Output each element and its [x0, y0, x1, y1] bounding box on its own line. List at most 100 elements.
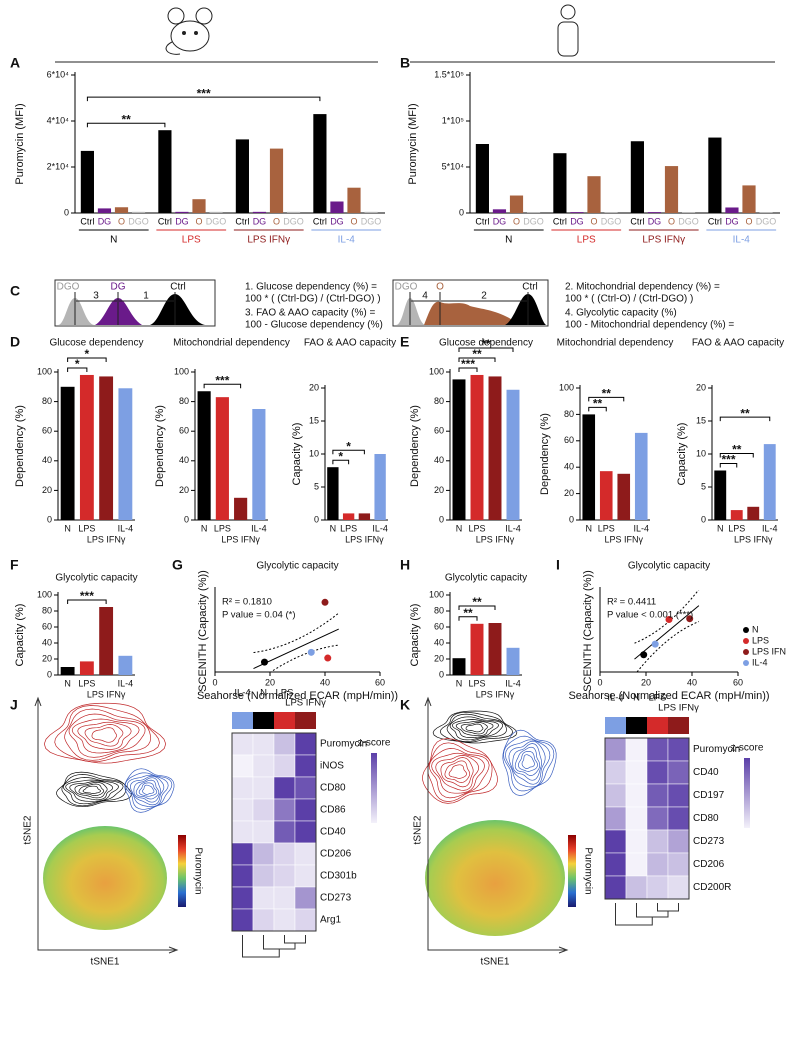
x-tick-label: LPS IFNγ: [476, 689, 515, 699]
y-axis-label: Capacity (%): [409, 604, 421, 667]
heatmap-cell: [604, 760, 627, 785]
bar: [599, 471, 613, 520]
bar: [506, 647, 520, 675]
bar: [617, 473, 631, 520]
x-tick-label: LPS IFNγ: [221, 534, 260, 544]
contour: [65, 779, 119, 802]
legend-marker: [743, 649, 749, 655]
bar-label: DG: [725, 216, 739, 226]
x-tick-label: LPS: [78, 678, 95, 688]
y-tick-label: 100: [174, 366, 189, 376]
contour: [439, 711, 513, 743]
contour: [91, 727, 117, 743]
bar-label: DG: [493, 216, 507, 226]
bar: [664, 166, 679, 213]
heatmap-cell: [252, 908, 275, 932]
bar-label: Ctrl: [235, 216, 249, 226]
annotation: R² = 0.4411: [607, 597, 656, 608]
row-label: CD206: [320, 849, 352, 860]
heatmap-cell: [294, 754, 317, 778]
y-tick-label: 80: [564, 409, 574, 419]
bar: [488, 623, 502, 675]
contour: [429, 748, 490, 799]
contour: [465, 723, 484, 733]
sig-label: *: [75, 357, 80, 371]
contour: [514, 746, 541, 776]
bar-label: DGO: [206, 216, 227, 226]
heatmap-cell: [273, 732, 296, 756]
heatmap-cell: [625, 806, 648, 831]
x-axis-label: Seahorse (Normalized ECAR (mpH/min)): [568, 690, 769, 702]
bar-label: Ctrl: [475, 216, 489, 226]
heatmap-cell: [625, 829, 648, 854]
panel-letter: A: [10, 55, 20, 71]
sig-bracket: [458, 605, 496, 610]
confidence-band: [634, 590, 700, 644]
heatmap-cell: [231, 776, 254, 800]
heatmap-cell: [667, 852, 690, 877]
heatmap-cell: [294, 732, 317, 756]
bar: [252, 211, 267, 213]
contour: [64, 708, 152, 761]
group-label: LPS IFNγ: [247, 235, 290, 246]
y-tick-label: 0: [439, 514, 444, 524]
bar: [79, 374, 94, 520]
contour: [82, 785, 101, 794]
contour: [460, 722, 488, 735]
y-tick-label: 100: [429, 589, 444, 599]
contour: [432, 710, 518, 744]
y-tick-label: 60: [564, 435, 574, 445]
contour: [503, 735, 555, 792]
sig-bracket: [67, 367, 88, 372]
formula-line: 100 - Mitochondrial dependency (%) =: [565, 320, 734, 331]
heatmap-cell: [667, 737, 690, 762]
sig-bracket: [719, 453, 754, 458]
x-tick-label: N: [201, 523, 208, 533]
contour: [440, 757, 474, 788]
y-tick-label: 4*10⁴: [47, 115, 70, 125]
tsne-axes: [427, 700, 565, 951]
column-color: [668, 717, 689, 734]
row-label: CD301b: [320, 871, 357, 882]
legend-label: IL-4: [752, 657, 768, 667]
x-tick-label: LPS IFNγ: [604, 534, 643, 544]
bar-label: DGO: [523, 216, 544, 226]
row-label: CD200R: [693, 882, 731, 893]
y-tick-label: 60: [179, 426, 189, 436]
bar: [725, 207, 739, 213]
contour: [431, 752, 485, 794]
x-tick-label: IL-4: [505, 678, 521, 688]
heatmap-cell: [231, 886, 254, 910]
contour: [435, 755, 480, 791]
bar-label: Ctrl: [630, 216, 644, 226]
sig-bracket: [86, 96, 321, 102]
formula-line: 3. FAO & AAO capacity (%) =: [245, 308, 375, 319]
heatmap-cell: [231, 754, 254, 778]
chart-title: Glycolytic capacity: [256, 561, 338, 572]
row-label: CD40: [693, 767, 719, 778]
x-tick-label: LPS IFNγ: [87, 689, 126, 699]
bar-label: Ctrl: [158, 216, 172, 226]
bar-label: O: [745, 216, 752, 226]
bar: [634, 432, 648, 520]
sig-bracket: [458, 616, 478, 621]
sig-bracket: [458, 357, 496, 362]
panel-letter: G: [172, 557, 183, 573]
column-label: LPS IFNγ: [285, 698, 326, 709]
panel-letter: H: [400, 557, 410, 573]
mouse-icon: [165, 7, 213, 55]
heatmap-cell: [646, 737, 669, 762]
bar: [681, 212, 696, 213]
bar: [80, 150, 94, 213]
y-tick-label: 5: [701, 481, 706, 491]
heatmap-cell: [273, 820, 296, 844]
contour: [518, 751, 538, 772]
x-tick-label: LPS: [340, 523, 357, 533]
bar: [742, 185, 756, 213]
arrowhead: [558, 946, 569, 954]
gap-label: 1: [143, 291, 149, 302]
bar-label: DG: [570, 216, 584, 226]
legend-label: LPS: [752, 635, 769, 645]
mouse-tail: [165, 41, 181, 55]
